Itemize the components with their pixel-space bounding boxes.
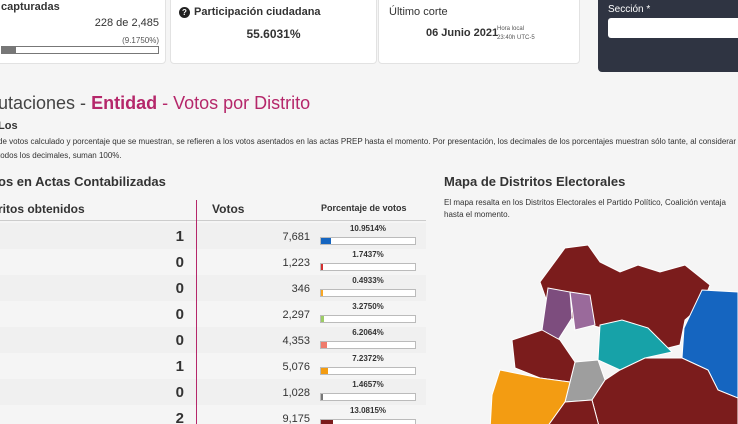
table-row: 0 1,028 1.4657%: [0, 379, 426, 405]
row-distritos: 2: [175, 410, 184, 424]
ultimo-corte-card: Último corte 06 Junio 2021 Hora local 23…: [378, 0, 580, 64]
row-percent-bar: [320, 367, 416, 375]
row-percent-bar: [320, 237, 416, 245]
row-percent-bar-fill: [321, 264, 323, 270]
table-row: 0 1,223 1.7437%: [0, 249, 426, 275]
row-percent-bar: [320, 341, 416, 349]
row-percent-bar-fill: [321, 290, 323, 296]
row-distritos: 0: [175, 332, 184, 349]
map-district-morena-center[interactable]: [511, 329, 576, 383]
actas-label: capturadas: [1, 1, 60, 13]
row-percent-bar-fill: [321, 394, 323, 400]
seccion-panel: Sección *: [598, 0, 738, 72]
map-district-violet[interactable]: [569, 291, 596, 331]
table-row: 0 346 0.4933%: [0, 275, 426, 301]
title-prefix: utaciones -: [0, 93, 87, 113]
map-district-morena-south[interactable]: [591, 357, 738, 424]
table-vertical-divider: [196, 200, 197, 424]
col-votos-header: Votos: [212, 202, 245, 216]
actas-captured: 228: [94, 17, 114, 29]
row-votos: 9,175: [282, 413, 310, 424]
row-distritos: 0: [175, 384, 184, 401]
actas-progress-bar: [1, 46, 159, 54]
row-percent: 1.7437%: [352, 250, 384, 259]
table-row: 0 2,297 3.2750%: [0, 301, 426, 327]
table-row: 2 9,175 13.0815%: [0, 405, 426, 424]
table-row: 0 4,353 6.2064%: [0, 327, 426, 353]
row-votos: 5,076: [282, 361, 310, 373]
row-distritos: 1: [175, 358, 184, 375]
row-percent: 10.9514%: [349, 224, 387, 233]
corte-hora-line1: Hora local: [497, 26, 525, 32]
corte-date: 06 Junio 2021: [426, 27, 499, 39]
row-votos: 346: [291, 283, 310, 295]
row-votos: 7,681: [282, 231, 310, 243]
mapa-heading: Mapa de Distritos Electorales: [444, 174, 626, 189]
row-percent: 6.2064%: [352, 328, 384, 337]
row-votos: 1,223: [282, 257, 310, 269]
table-row: 1 5,076 7.2372%: [0, 353, 426, 379]
row-percent: 7.2372%: [352, 354, 384, 363]
participacion-card: ? Participación ciudadana 55.6031%: [170, 0, 377, 64]
map-district-teal[interactable]: [597, 319, 673, 371]
row-percent-bar: [320, 289, 416, 297]
row-distritos: 1: [175, 228, 184, 245]
row-distritos: 0: [175, 280, 184, 297]
seccion-label: Sección *: [608, 4, 651, 15]
table-header-divider: [0, 220, 426, 221]
row-distritos: 0: [175, 254, 184, 271]
row-percent-bar-fill: [321, 316, 325, 322]
mapa-description: El mapa resalta en los Distritos Elector…: [444, 198, 726, 219]
seccion-input[interactable]: [608, 18, 738, 38]
actas-percent: (9.1750%): [122, 36, 159, 45]
title-entidad[interactable]: Entidad: [91, 93, 158, 113]
participacion-label-row: ? Participación ciudadana: [179, 6, 321, 18]
question-circle-icon[interactable]: ?: [179, 6, 190, 18]
row-percent-bar: [320, 419, 416, 424]
row-percent: 0.4933%: [352, 276, 384, 285]
row-percent: 3.2750%: [352, 302, 384, 311]
title-suffix: - Votos por Distrito: [162, 93, 311, 113]
actas-capturadas-card: capturadas 228 de 2,485 (9.1750%): [0, 0, 166, 64]
row-percent-bar-fill: [321, 368, 328, 374]
page-note: de votos calculado y porcentaje que se m…: [0, 137, 737, 160]
table-row: 1 7,681 10.9514%: [0, 223, 426, 249]
row-percent-bar: [320, 393, 416, 401]
actas-progress-fill: [2, 47, 17, 53]
row-percent-bar-fill: [321, 420, 334, 424]
map-district-purple[interactable]: [541, 287, 573, 341]
votos-heading: os en Actas Contabilizadas: [0, 174, 166, 189]
page-title: utaciones - Entidad - Votos por Distrito: [0, 93, 310, 114]
row-percent-bar: [320, 315, 416, 323]
distritos-map: [489, 244, 738, 424]
actas-count: 228 de 2,485: [95, 17, 159, 29]
row-votos: 1,028: [282, 387, 310, 399]
col-distritos-header: ritos obtenidos: [0, 202, 85, 216]
row-votos: 4,353: [282, 335, 310, 347]
page-subtitle: Los: [0, 120, 18, 132]
col-pct-header: Porcentaje de votos: [321, 203, 407, 213]
corte-hora-line2: 23:40h UTC-5: [497, 35, 535, 41]
map-district-morena-west[interactable]: [545, 399, 600, 424]
row-percent-bar: [320, 263, 416, 271]
row-percent: 1.4657%: [352, 380, 384, 389]
participacion-label: Participación ciudadana: [194, 6, 321, 18]
row-percent-bar-fill: [321, 238, 332, 244]
participacion-value: 55.6031%: [246, 27, 301, 41]
row-votos: 2,297: [282, 309, 310, 321]
row-percent-bar-fill: [321, 342, 327, 348]
row-percent: 13.0815%: [349, 406, 387, 415]
corte-hora: Hora local 23:40h UTC-5: [497, 25, 535, 43]
actas-of-total: de 2,485: [116, 17, 159, 29]
corte-label: Último corte: [389, 6, 448, 18]
row-distritos: 0: [175, 306, 184, 323]
